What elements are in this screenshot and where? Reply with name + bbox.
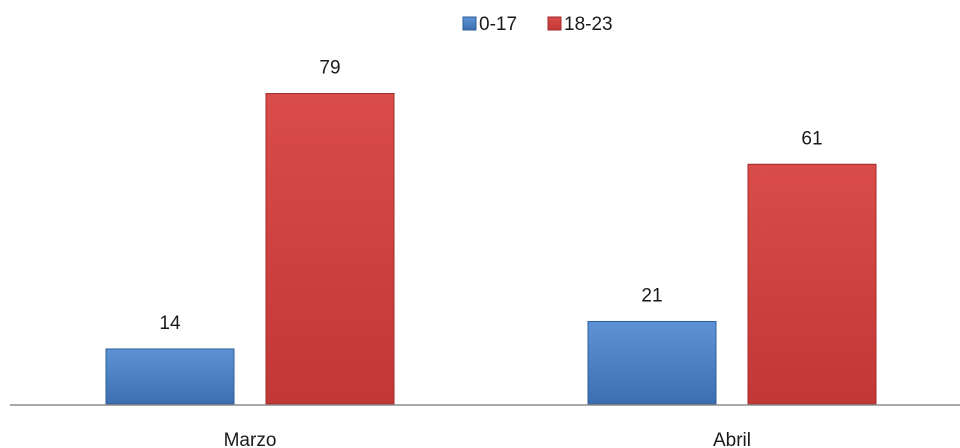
bar-18-23-Marzo <box>265 93 395 405</box>
data-label-0-17-Marzo: 14 <box>159 313 181 334</box>
bars-group <box>105 93 877 405</box>
bar-0-17-Marzo <box>105 348 235 405</box>
legend-swatch-18-23 <box>547 16 562 31</box>
legend-label-0-17: 0-17 <box>479 14 517 35</box>
category-label-Marzo: Marzo <box>224 430 277 448</box>
legend: 0-17 18-23 <box>462 14 613 35</box>
legend-label-18-23: 18-23 <box>564 14 613 35</box>
category-label-Abril: Abril <box>713 430 751 448</box>
legend-item-18-23: 18-23 <box>547 14 613 35</box>
legend-item-0-17: 0-17 <box>462 14 517 35</box>
bar-0-17-Abril <box>587 320 717 405</box>
data-label-18-23-Abril: 61 <box>801 128 822 149</box>
legend-swatch-0-17 <box>462 16 477 31</box>
data-labels-group: 14 79 21 61 <box>159 58 822 334</box>
category-labels-group: Marzo Abril <box>224 430 751 448</box>
data-label-18-23-Marzo: 79 <box>319 58 340 79</box>
data-label-0-17-Abril: 21 <box>641 285 662 306</box>
bar-18-23-Abril <box>747 163 877 405</box>
